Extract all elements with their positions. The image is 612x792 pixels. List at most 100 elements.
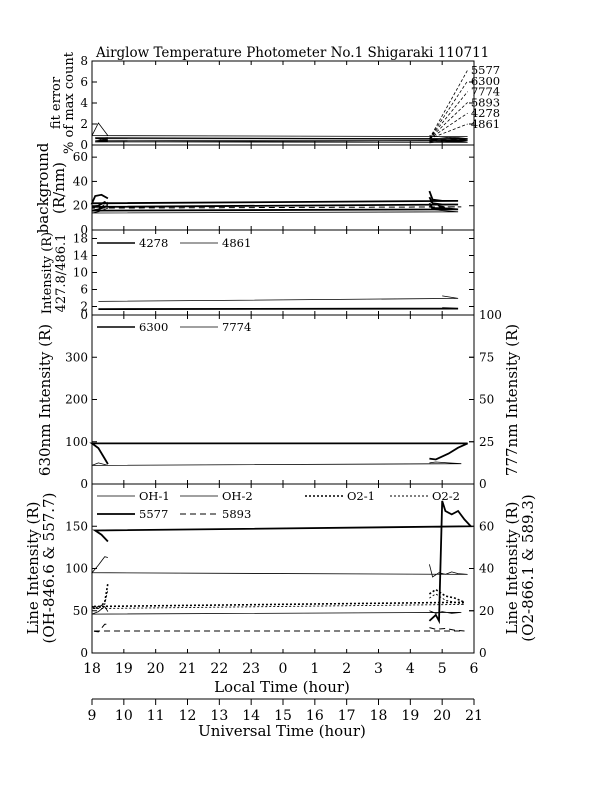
blue-intensity-ytick-label-0: 0: [80, 308, 88, 322]
777-ylabel-right: 777nm Intensity (R): [503, 324, 521, 476]
630-777-ytick-label-1: 100: [65, 435, 88, 449]
fit-error-leader-4861: [429, 123, 468, 140]
universal-time-tick-label-7: 16: [306, 708, 324, 724]
line-intensity-series-OH-2: [91, 556, 468, 578]
line-intensity-series-O2-1: [91, 583, 465, 610]
local-time-tick-label-7: 1: [310, 661, 319, 677]
background-ylabel-2: (R/nm): [50, 162, 68, 214]
fit-error-legend-4278: 4278: [471, 106, 500, 120]
630-ylabel: 630nm Intensity (R): [36, 324, 54, 476]
fit-error-legend-6300: 6300: [471, 74, 500, 88]
local-time-tick-label-11: 5: [438, 661, 447, 677]
630-777-rtick-label-1: 25: [479, 435, 494, 449]
line-intensity-rtick-label-0: 0: [479, 646, 487, 660]
630-777-rtick-label-3: 75: [479, 350, 494, 364]
background-ytick-label-0: 0: [80, 223, 88, 237]
local-time-tick-label-0: 18: [83, 661, 101, 677]
fit-error-legend-5893: 5893: [471, 95, 500, 109]
line-intensity-ytick-label-2: 100: [65, 562, 88, 576]
fit-error-ytick-label-3: 6: [80, 75, 88, 89]
universal-time-tick-label-2: 11: [147, 708, 165, 724]
panel-line-intensity: 0 50 100 150 0 20 40 60 OH-1 OH-2 O2-1 O2-2 5577 5893…: [24, 483, 537, 660]
fit-error-series-6300: [91, 122, 468, 139]
fit-error-ytick-label-1: 2: [80, 117, 88, 131]
line-intensity-ytick-label-3: 150: [65, 519, 88, 533]
universal-time-tick-label-4: 13: [210, 708, 228, 724]
blue-intensity-ytick-label-1: 2: [80, 300, 88, 314]
legend-OH-2: OH-2: [222, 489, 253, 503]
line-intensity-series-5577: [92, 500, 473, 625]
fit-error-ylabel-2: % of max count: [62, 51, 77, 154]
universal-time-tick-label-5: 14: [242, 708, 260, 724]
fit-error-ytick-label-2: 4: [80, 96, 88, 110]
universal-time-tick-label-3: 12: [179, 708, 197, 724]
universal-time-tick-label-12: 21: [465, 708, 483, 724]
legend-5893: 5893: [222, 507, 251, 521]
universal-time-tick-label-11: 20: [433, 708, 451, 724]
line-intensity-series-5893: [91, 623, 465, 633]
fit-error-leader-6300: [429, 80, 468, 139]
background-series-bg-2: [91, 196, 459, 208]
local-time-tick-label-12: 6: [470, 661, 479, 677]
line-intensity-ylabel-right-1: Line Intensity (R): [503, 502, 521, 635]
630-777-rtick-label-4: 100: [479, 308, 502, 322]
legend-O2-2: O2-2: [432, 489, 460, 503]
630-777-ytick-label-3: 300: [65, 350, 88, 364]
630-777-plot-area: 0 100 200 300 0 25 50 75 100 6300 7774: [65, 308, 502, 491]
line-intensity-rtick-label-2: 40: [479, 562, 494, 576]
universal-time-label: Universal Time (hour): [198, 722, 366, 740]
fit-error-frame: [91, 60, 475, 146]
local-time-tick-label-10: 4: [406, 661, 415, 677]
fit-error-series-4861: [95, 141, 468, 144]
line-intensity-series-OH-1: [91, 605, 462, 615]
fit-error-series-4278: [95, 137, 468, 141]
630-777-series-6300: [89, 442, 468, 465]
line-intensity-ytick-label-1: 50: [73, 604, 88, 618]
blue-intensity-series-4861: [98, 295, 459, 302]
background-ytick-label-3: 60: [73, 150, 88, 164]
legend-4861: 4861: [222, 236, 251, 250]
local-time-axis: 18 19 20 21 22 23 0 1 2 3 4 5 6 Local Time (hour): [83, 661, 478, 696]
panel-background: 0 20 40 60 background (R/nm): [34, 142, 475, 237]
local-time-tick-label-1: 19: [115, 661, 133, 677]
fit-error-legend-5577: 5577: [471, 63, 500, 77]
universal-time-tick-label-9: 18: [370, 708, 388, 724]
line-intensity-ylabel-2: (OH-846.6 & 557.7): [40, 493, 58, 644]
legend-OH-1: OH-1: [139, 489, 170, 503]
blue-intensity-ylabel-2: 427.8/486.1: [54, 234, 69, 313]
fit-error-leader-4278: [429, 112, 468, 140]
local-time-tick-label-5: 23: [242, 661, 260, 677]
fit-error-leader-5893: [429, 102, 468, 139]
background-series-bg-4: [91, 205, 459, 214]
blue-intensity-ytick-label-2: 6: [80, 283, 88, 297]
legend-6300: 6300: [139, 320, 168, 334]
local-time-tick-label-8: 2: [342, 661, 351, 677]
universal-time-axis: 9 10 11 12 13 14 15 16 17 18 19 20 21 Universal Time…: [88, 698, 483, 740]
blue-intensity-series-4278: [98, 307, 459, 311]
630-777-ytick-label-2: 200: [65, 393, 88, 407]
fit-error-ytick-label-0: 0: [80, 138, 88, 152]
fit-error-leader-5577: [429, 69, 468, 139]
fit-error-legend-7774: 7774: [471, 85, 500, 99]
panel-blue-intensity: 02 6 10 14 18 4278 4861 Intensity (R) 427.8/48…: [40, 229, 475, 322]
universal-time-tick-label-1: 10: [115, 708, 133, 724]
background-series-bg-5: [91, 200, 462, 209]
630-777-rtick-label-0: 0: [479, 477, 487, 491]
background-series-bg-3: [91, 202, 459, 212]
panel-630-777: 0 100 200 300 0 25 50 75 100 6300 7774 630nm Inten…: [36, 308, 521, 491]
legend-O2-1: O2-1: [347, 489, 375, 503]
background-ytick-label-2: 40: [73, 174, 88, 188]
fit-error-legend-4861: 4861: [471, 117, 500, 131]
legend-5577: 5577: [139, 507, 168, 521]
background-plot-area: 0 20 40 60: [73, 144, 475, 237]
universal-time-tick-label-6: 15: [274, 708, 292, 724]
line-intensity-ytick-label-0: 0: [80, 646, 88, 660]
630-777-ytick-label-0: 0: [80, 477, 88, 491]
fit-error-leader-7774: [429, 91, 468, 139]
fit-error-ytick-label-4: 8: [80, 54, 88, 68]
local-time-tick-label-6: 0: [279, 661, 288, 677]
blue-intensity-ytick-label-3: 10: [73, 266, 88, 280]
line-intensity-rtick-label-1: 20: [479, 604, 494, 618]
